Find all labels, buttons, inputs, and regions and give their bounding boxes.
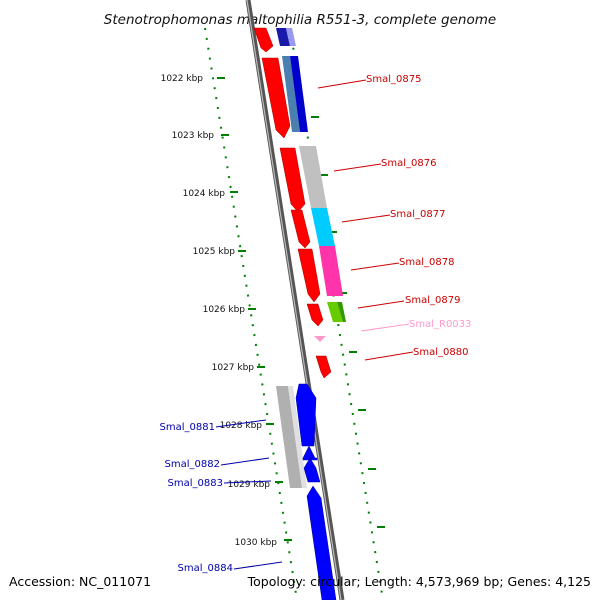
- leader-line: [333, 163, 382, 172]
- cog-block: [288, 386, 307, 488]
- leader-line: [364, 351, 414, 361]
- leader-line: [317, 79, 367, 89]
- tick-label: 1025 kbp: [193, 247, 236, 257]
- cog-block: [311, 208, 335, 246]
- tick-label: 1023 kbp: [172, 131, 215, 141]
- cds-feature-smal-0884[interactable]: [306, 485, 337, 600]
- leader-line: [341, 214, 391, 223]
- gene-label-smal-0875[interactable]: Smal_0875: [366, 74, 421, 85]
- gene-label-smal-0882[interactable]: Smal_0882: [165, 459, 220, 470]
- cds-feature-smal-0879[interactable]: [306, 303, 324, 327]
- gene-label-smal-0881[interactable]: Smal_0881: [160, 422, 215, 433]
- cds-feature-smal-0876[interactable]: [279, 147, 306, 213]
- leader-line: [220, 457, 270, 466]
- cog-block: [286, 28, 296, 46]
- cds-feature-smal-0877[interactable]: [290, 209, 311, 249]
- tick-label: 1030 kbp: [235, 538, 278, 548]
- leader-line: [215, 419, 267, 428]
- cds-feature-smal-0882[interactable]: [302, 445, 318, 461]
- gene-label-smal-r0033[interactable]: Smal_R0033: [409, 319, 471, 330]
- leader-line: [350, 262, 400, 271]
- cog-block: [319, 246, 343, 296]
- cds-feature-smal-0880[interactable]: [315, 355, 332, 379]
- cog-block: [327, 302, 343, 322]
- gene-label-smal-0877[interactable]: Smal_0877: [390, 209, 445, 220]
- cog-block: [276, 386, 302, 488]
- cog-block: [290, 56, 308, 132]
- genome-backbone-highlight: [246, 0, 342, 600]
- tick-label: 1028 kbp: [220, 421, 263, 431]
- gene-label-smal-0884[interactable]: Smal_0884: [178, 563, 233, 574]
- cds-feature-smal-0883[interactable]: [303, 457, 321, 483]
- gene-label-smal-0883[interactable]: Smal_0883: [168, 478, 223, 489]
- cds-feature-smal-0875[interactable]: [261, 57, 291, 139]
- gene-label-smal-0878[interactable]: Smal_0878: [399, 257, 454, 268]
- tick-label: 1027 kbp: [212, 363, 255, 373]
- gene-label-smal-0876[interactable]: Smal_0876: [381, 158, 436, 169]
- tick-label: 1026 kbp: [203, 305, 246, 315]
- cog-block: [282, 56, 300, 132]
- tick-labels: 1022 kbp 1023 kbp 1024 kbp 1025 kbp 1026…: [161, 74, 278, 548]
- cds-feature-smal-0878[interactable]: [297, 248, 321, 303]
- accession-text: Accession: NC_011071: [9, 574, 151, 589]
- tick-label: 1029 kbp: [228, 480, 271, 490]
- cds-feature[interactable]: [253, 27, 274, 53]
- rna-feature-smal-r0033[interactable]: [314, 336, 326, 342]
- cog-block: [337, 302, 346, 322]
- leader-line: [357, 300, 405, 309]
- genome-backbone: [245, 0, 345, 600]
- cog-block: [299, 146, 327, 208]
- reverse-cds-track: [295, 383, 337, 600]
- tick-label: 1022 kbp: [161, 74, 204, 84]
- gene-label-smal-0879[interactable]: Smal_0879: [405, 295, 460, 306]
- map-title: Stenotrophomonas maltophilia R551-3, com…: [104, 12, 496, 28]
- tick-label: 1024 kbp: [183, 189, 226, 199]
- leader-line: [233, 561, 283, 570]
- gene-labels: Smal_0875 Smal_0876 Smal_0877 Smal_0878 …: [160, 74, 472, 574]
- cog-category-track: [276, 28, 346, 488]
- forward-cds-track: [253, 27, 332, 379]
- leader-lines: [215, 79, 414, 570]
- gene-label-smal-0880[interactable]: Smal_0880: [413, 347, 468, 358]
- cds-feature-smal-0881[interactable]: [295, 383, 317, 447]
- topology-text: Topology: circular; Length: 4,573,969 bp…: [247, 574, 591, 589]
- leader-line: [223, 480, 272, 484]
- cog-block: [276, 28, 290, 46]
- leader-line: [360, 323, 410, 332]
